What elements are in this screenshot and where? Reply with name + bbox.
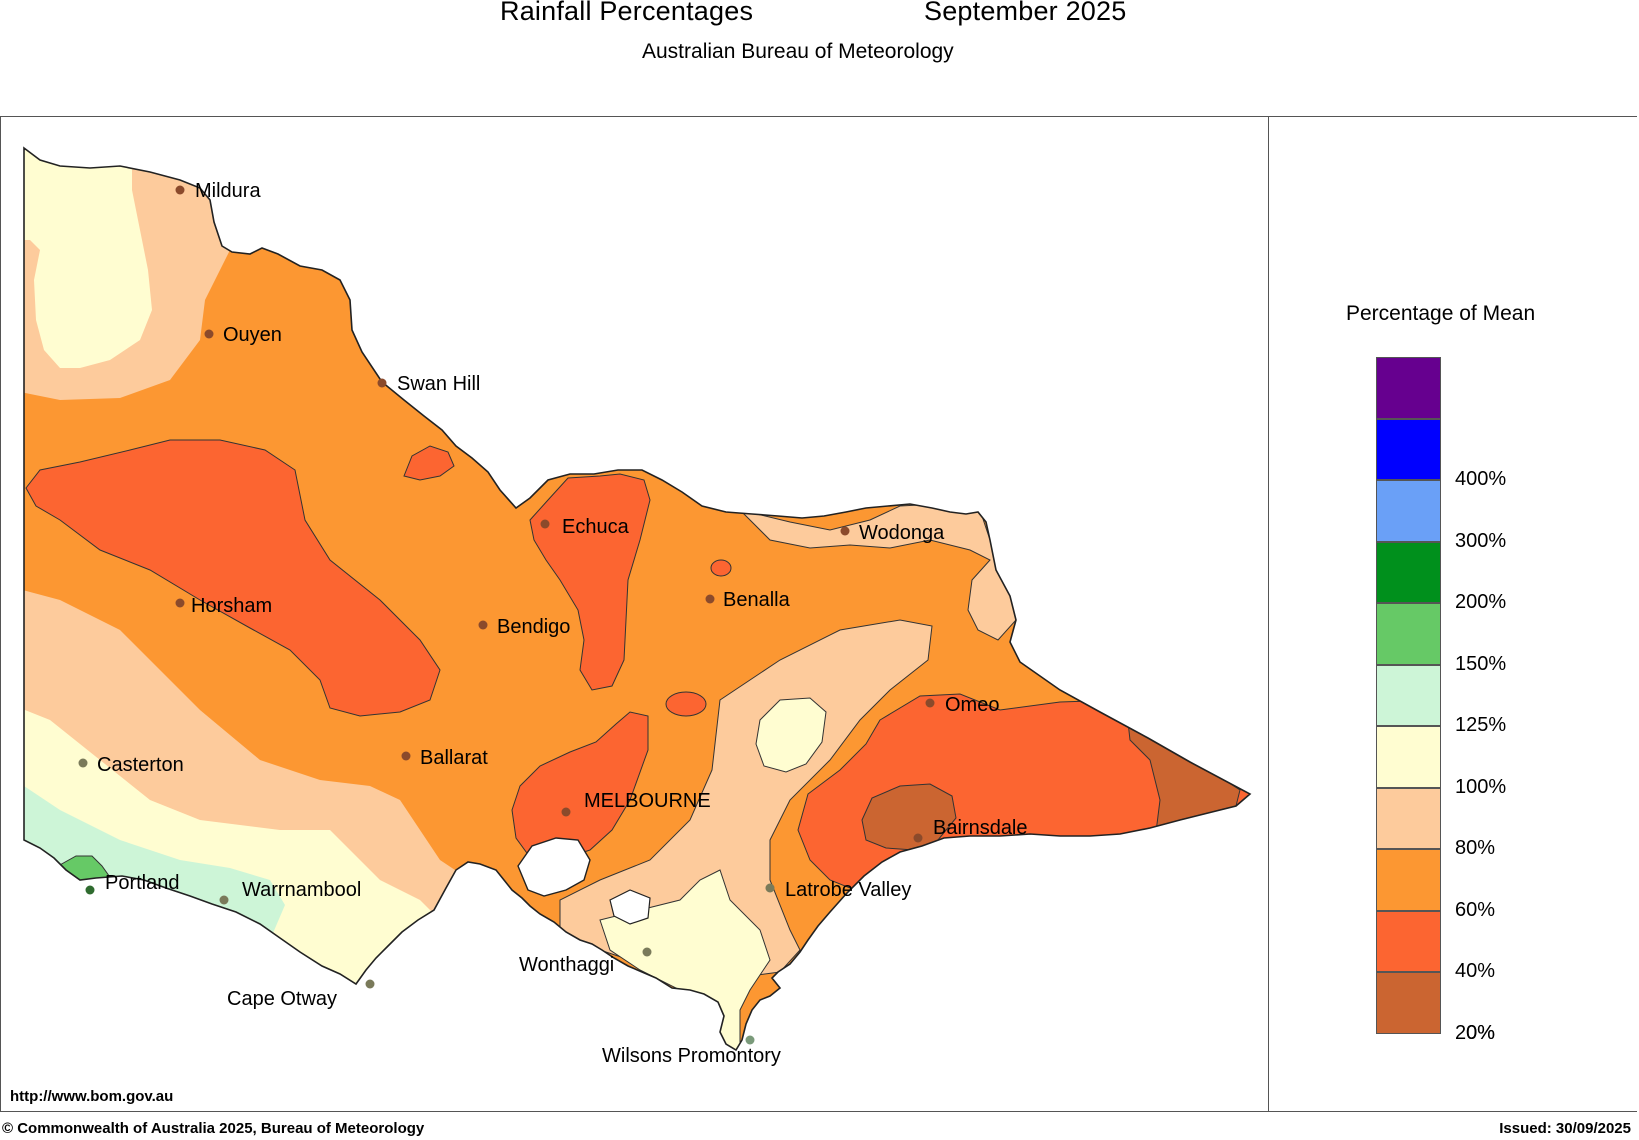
legend-label: 200% <box>1455 591 1507 613</box>
band-60-80-east <box>559 619 933 981</box>
western-port-bay <box>609 889 651 925</box>
band-20-40-echuca <box>529 473 651 691</box>
town-dot-casterton <box>78 758 88 768</box>
town-label-warrnambool: Warrnambool <box>242 879 361 901</box>
legend-label: 100% <box>1455 775 1507 798</box>
town-dot-bairnsdale <box>913 833 923 843</box>
band-20-40-swanhill <box>403 445 455 481</box>
town-label-wodonga: Wodonga <box>859 522 945 544</box>
victoria-outline <box>23 146 1252 1052</box>
town-dot-horsham <box>175 598 185 608</box>
rainfall-bands <box>24 148 1250 1050</box>
legend-divider <box>1268 116 1269 1112</box>
copyright-notice: © Commonwealth of Australia 2025, Bureau… <box>2 1120 425 1137</box>
legend-label: 150% <box>1455 652 1507 675</box>
legend-swatch <box>1376 357 1441 419</box>
legend-label: 40% <box>1455 960 1496 982</box>
rainfall-map: Mildura Ouyen Swan Hill Echuca Wodonga B… <box>23 146 1252 1067</box>
town-label-bairnsdale: Bairnsdale <box>933 817 1028 839</box>
legend-label: 20% <box>1455 1021 1496 1044</box>
legend-swatch <box>1376 787 1441 849</box>
town-dot-cape-otway <box>365 979 375 989</box>
legend-swatch <box>1376 480 1441 542</box>
band-0-20-bairnsdale <box>861 783 957 851</box>
town-label-latrobe-valley: Latrobe Valley <box>785 879 911 901</box>
issued-date: Issued: 30/09/2025 <box>1499 1120 1631 1137</box>
legend-title: Percentage of Mean <box>1346 302 1536 325</box>
legend-label: 80% <box>1455 837 1496 859</box>
town-label-horsham: Horsham <box>191 595 272 617</box>
town-dot-portland <box>85 885 95 895</box>
legend-swatch <box>1376 849 1441 911</box>
legend-label: 0% <box>1466 1021 1495 1044</box>
town-dot-wilsons-promontory <box>745 1035 755 1045</box>
legend-swatch <box>1376 664 1441 726</box>
town-label-mildura: Mildura <box>195 180 261 202</box>
town-dot-warrnambool <box>219 895 229 905</box>
legend-swatch <box>1376 418 1441 480</box>
town-label-casterton: Casterton <box>97 754 184 776</box>
town-dot-omeo <box>925 698 935 708</box>
legend-label: 300% <box>1455 529 1507 552</box>
legend-label: 60% <box>1455 898 1496 921</box>
legend-swatch <box>1376 603 1441 665</box>
town-dot-mildura <box>175 185 185 195</box>
town-label-omeo: Omeo <box>945 694 999 716</box>
town-dot-latrobe-valley <box>765 883 775 893</box>
band-20-40-central <box>665 691 707 717</box>
town-label-portland: Portland <box>105 872 180 894</box>
town-dot-ouyen <box>204 329 214 339</box>
town-label-wilsons-promontory: Wilsons Promontory <box>602 1045 781 1067</box>
band-80-100-east <box>755 697 827 773</box>
town-label-ballarat: Ballarat <box>420 747 488 769</box>
map-frame <box>0 116 1637 1112</box>
town-label-wonthaggi: Wonthaggi <box>519 954 614 976</box>
town-label-ouyen: Ouyen <box>223 324 282 346</box>
legend-label: 125% <box>1455 714 1507 736</box>
legend-label: 400% <box>1455 468 1507 490</box>
town-dot-ballarat <box>401 751 411 761</box>
town-markers: Mildura Ouyen Swan Hill Echuca Wodonga B… <box>78 180 1028 1067</box>
band-20-40-benalla <box>710 559 732 577</box>
map-period: September 2025 <box>924 0 1127 26</box>
town-dot-wodonga <box>840 526 850 536</box>
town-label-swan-hill: Swan Hill <box>397 373 480 395</box>
town-dot-benalla <box>705 594 715 604</box>
legend-swatch <box>1376 910 1441 972</box>
town-dot-melbourne <box>561 807 571 817</box>
town-label-bendigo: Bendigo <box>497 616 570 638</box>
band-60-80-wodonga <box>738 503 1017 641</box>
band-20-40-melbourne <box>511 711 649 861</box>
source-url: http://www.bom.gov.au <box>10 1088 174 1105</box>
legend-swatch <box>1376 541 1441 603</box>
band-20-40-horsham <box>25 439 441 717</box>
port-phillip-bay <box>517 837 591 897</box>
town-dot-swan-hill <box>377 378 387 388</box>
town-label-echuca: Echuca <box>562 516 630 538</box>
town-label-melbourne: MELBOURNE <box>584 790 711 812</box>
band-80-100-northwest <box>24 148 152 368</box>
legend-swatch <box>1376 726 1441 788</box>
town-dot-echuca <box>540 519 550 529</box>
map-title: Rainfall Percentages <box>500 0 754 26</box>
map-subtitle: Australian Bureau of Meteorology <box>642 40 954 63</box>
town-label-benalla: Benalla <box>723 589 791 611</box>
legend-swatch <box>1376 972 1441 1034</box>
town-dot-wonthaggi <box>642 947 652 957</box>
town-dot-bendigo <box>478 620 488 630</box>
town-label-cape-otway: Cape Otway <box>227 988 337 1010</box>
